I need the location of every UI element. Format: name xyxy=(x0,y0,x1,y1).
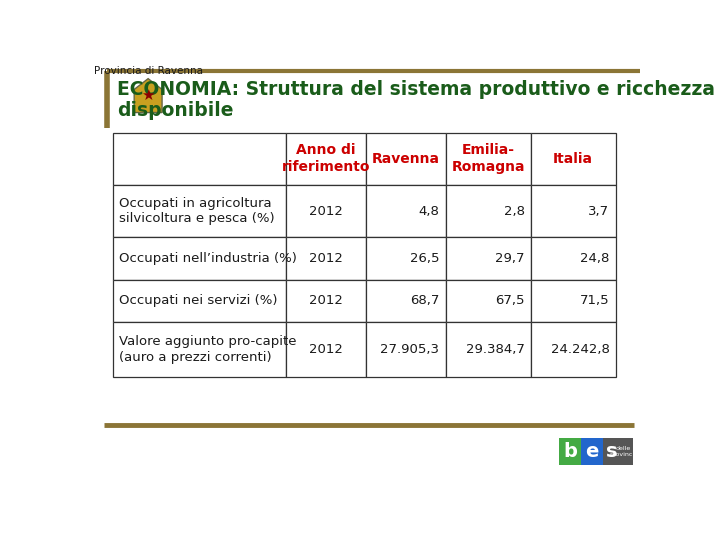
Text: Occupati nei servizi (%): Occupati nei servizi (%) xyxy=(119,294,277,307)
Text: 67,5: 67,5 xyxy=(495,294,524,307)
Bar xyxy=(286,280,366,322)
Bar xyxy=(446,132,531,185)
Text: 2,8: 2,8 xyxy=(503,205,524,218)
Bar xyxy=(366,132,446,185)
Bar xyxy=(581,438,603,465)
Text: b: b xyxy=(563,442,577,461)
Text: Anno di
riferimento: Anno di riferimento xyxy=(282,143,370,174)
Text: 71,5: 71,5 xyxy=(580,294,610,307)
Bar xyxy=(286,322,366,377)
Bar xyxy=(531,322,616,377)
Bar xyxy=(366,280,446,322)
Text: 2012: 2012 xyxy=(309,252,343,265)
Bar xyxy=(286,185,366,237)
Bar xyxy=(366,322,446,377)
Text: 2012: 2012 xyxy=(309,205,343,218)
Text: 24.242,8: 24.242,8 xyxy=(551,343,610,356)
Text: 4,8: 4,8 xyxy=(418,205,439,218)
Bar xyxy=(531,280,616,322)
Text: 2012: 2012 xyxy=(309,294,343,307)
Bar xyxy=(446,237,531,280)
Text: Ravenna: Ravenna xyxy=(372,152,440,166)
Bar xyxy=(531,322,616,377)
Bar xyxy=(531,280,616,322)
Text: Occupati in agricoltura
silvicoltura e pesca (%): Occupati in agricoltura silvicoltura e p… xyxy=(119,197,274,225)
Bar xyxy=(366,237,446,280)
Text: e: e xyxy=(585,442,599,461)
Bar xyxy=(366,185,446,237)
Bar xyxy=(531,185,616,237)
Bar xyxy=(286,132,366,185)
Text: s: s xyxy=(606,442,618,461)
Text: Valore aggiunto pro-capite
(auro a prezzi correnti): Valore aggiunto pro-capite (auro a prezz… xyxy=(119,335,296,364)
Text: disponibile: disponibile xyxy=(117,101,233,120)
Bar xyxy=(113,185,286,237)
Bar xyxy=(531,237,616,280)
Bar xyxy=(446,322,531,377)
Bar xyxy=(366,280,446,322)
Bar xyxy=(531,185,616,237)
Bar xyxy=(446,322,531,377)
Bar xyxy=(113,322,286,377)
Bar xyxy=(113,132,286,185)
Bar xyxy=(113,322,286,377)
Text: 2012: 2012 xyxy=(309,343,343,356)
Bar xyxy=(603,438,632,465)
Bar xyxy=(446,280,531,322)
Bar xyxy=(286,280,366,322)
Bar xyxy=(286,322,366,377)
Bar xyxy=(286,237,366,280)
Bar xyxy=(286,237,366,280)
Text: 24,8: 24,8 xyxy=(580,252,610,265)
Polygon shape xyxy=(134,79,162,112)
Text: 26,5: 26,5 xyxy=(410,252,439,265)
Text: Occupati nell’industria (%): Occupati nell’industria (%) xyxy=(119,252,297,265)
Bar xyxy=(113,185,286,237)
Bar xyxy=(531,132,616,185)
Bar xyxy=(446,237,531,280)
Text: Provincia di Ravenna: Provincia di Ravenna xyxy=(94,66,202,76)
Bar xyxy=(446,132,531,185)
Text: Emilia-
Romagna: Emilia- Romagna xyxy=(451,143,525,174)
Bar xyxy=(113,280,286,322)
Bar xyxy=(113,237,286,280)
Bar xyxy=(446,185,531,237)
Text: ECONOMIA: Struttura del sistema produttivo e ricchezza: ECONOMIA: Struttura del sistema produtti… xyxy=(117,80,715,99)
Bar xyxy=(366,185,446,237)
Text: 29.384,7: 29.384,7 xyxy=(466,343,524,356)
Text: 27.905,3: 27.905,3 xyxy=(380,343,439,356)
Bar xyxy=(113,280,286,322)
Bar xyxy=(366,132,446,185)
Bar xyxy=(286,185,366,237)
Bar xyxy=(531,132,616,185)
Text: 3,7: 3,7 xyxy=(588,205,610,218)
Text: Italia: Italia xyxy=(553,152,593,166)
Bar xyxy=(113,132,286,185)
Text: 29,7: 29,7 xyxy=(495,252,524,265)
Bar xyxy=(531,237,616,280)
Bar xyxy=(446,280,531,322)
Text: 68,7: 68,7 xyxy=(410,294,439,307)
Bar xyxy=(366,322,446,377)
Bar xyxy=(446,185,531,237)
Text: ★: ★ xyxy=(141,88,155,103)
Bar xyxy=(286,132,366,185)
Text: delle
provincie: delle provincie xyxy=(609,447,638,457)
Bar xyxy=(366,237,446,280)
Bar xyxy=(559,438,581,465)
Bar xyxy=(113,237,286,280)
